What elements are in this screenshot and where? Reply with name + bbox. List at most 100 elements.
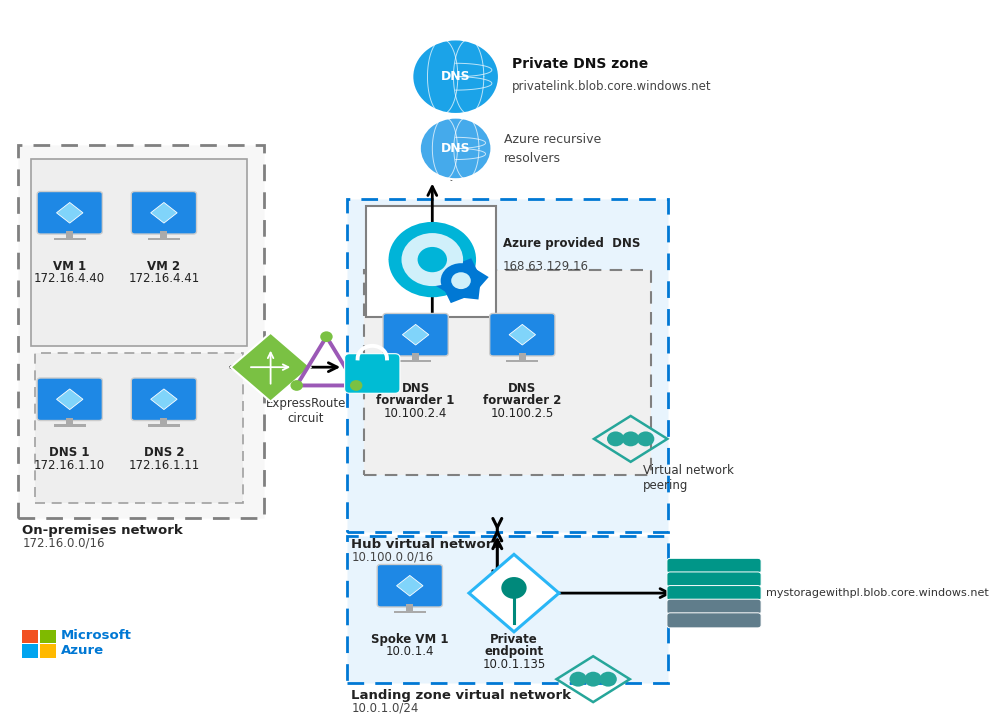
FancyBboxPatch shape [506, 360, 538, 362]
Text: 168.63.129.16: 168.63.129.16 [503, 260, 588, 274]
Circle shape [569, 672, 586, 687]
FancyBboxPatch shape [347, 536, 668, 683]
FancyBboxPatch shape [364, 270, 651, 474]
FancyBboxPatch shape [394, 611, 425, 613]
Text: 172.16.1.10: 172.16.1.10 [34, 459, 105, 472]
Polygon shape [57, 389, 83, 410]
FancyBboxPatch shape [406, 604, 413, 611]
Circle shape [440, 264, 481, 298]
FancyBboxPatch shape [366, 206, 495, 317]
Polygon shape [231, 333, 310, 402]
FancyBboxPatch shape [40, 630, 56, 643]
Polygon shape [432, 258, 488, 303]
FancyBboxPatch shape [67, 418, 74, 425]
Text: forwarder 1: forwarder 1 [376, 395, 454, 408]
FancyBboxPatch shape [67, 231, 74, 238]
FancyBboxPatch shape [400, 360, 431, 362]
Circle shape [402, 233, 462, 286]
FancyBboxPatch shape [131, 192, 197, 234]
FancyBboxPatch shape [412, 353, 418, 360]
Text: VM 2: VM 2 [147, 260, 180, 273]
Text: endpoint: endpoint [484, 645, 543, 659]
Text: DNS: DNS [440, 142, 470, 155]
Circle shape [350, 380, 362, 391]
Polygon shape [150, 202, 177, 223]
FancyBboxPatch shape [518, 353, 525, 360]
Circle shape [636, 431, 654, 446]
FancyBboxPatch shape [37, 192, 102, 234]
Text: DNS 1: DNS 1 [50, 446, 89, 459]
Circle shape [599, 672, 616, 687]
Circle shape [290, 380, 302, 391]
Text: DNS: DNS [508, 382, 536, 395]
Text: Landing zone virtual network: Landing zone virtual network [351, 688, 571, 701]
Text: Virtual network
peering: Virtual network peering [642, 464, 734, 492]
FancyBboxPatch shape [40, 644, 56, 657]
Polygon shape [402, 325, 428, 345]
Polygon shape [150, 389, 177, 410]
FancyBboxPatch shape [22, 644, 38, 657]
FancyBboxPatch shape [18, 145, 263, 518]
Polygon shape [388, 222, 475, 297]
FancyBboxPatch shape [148, 425, 180, 427]
Text: On-premises network: On-premises network [22, 523, 183, 536]
Circle shape [419, 117, 491, 179]
FancyBboxPatch shape [666, 558, 760, 573]
Polygon shape [57, 202, 83, 223]
Circle shape [501, 577, 526, 599]
Text: 10.0.1.135: 10.0.1.135 [482, 658, 545, 671]
Circle shape [450, 272, 470, 289]
FancyBboxPatch shape [489, 313, 555, 356]
Text: VM 1: VM 1 [53, 260, 86, 273]
Text: DNS 2: DNS 2 [143, 446, 184, 459]
Text: 10.0.1.4: 10.0.1.4 [385, 645, 433, 659]
Circle shape [417, 247, 446, 272]
FancyBboxPatch shape [54, 425, 85, 427]
FancyBboxPatch shape [666, 572, 760, 587]
FancyBboxPatch shape [131, 378, 197, 420]
Text: Spoke VM 1: Spoke VM 1 [371, 633, 448, 646]
Circle shape [412, 40, 498, 114]
Text: Private DNS zone: Private DNS zone [512, 57, 648, 71]
FancyBboxPatch shape [344, 354, 400, 393]
FancyBboxPatch shape [54, 238, 85, 240]
FancyBboxPatch shape [35, 353, 243, 503]
Text: 10.100.0.0/16: 10.100.0.0/16 [351, 551, 433, 564]
Text: 10.100.2.4: 10.100.2.4 [384, 408, 447, 420]
FancyBboxPatch shape [383, 313, 448, 356]
Polygon shape [397, 575, 422, 596]
Text: mystoragewithpl.blob.core.windows.net: mystoragewithpl.blob.core.windows.net [765, 588, 987, 598]
Text: 10.0.1.0/24: 10.0.1.0/24 [351, 701, 418, 714]
FancyBboxPatch shape [666, 585, 760, 600]
Circle shape [402, 233, 462, 286]
Polygon shape [509, 325, 535, 345]
FancyBboxPatch shape [666, 613, 760, 628]
Text: 10.100.2.5: 10.100.2.5 [490, 408, 554, 420]
Text: 172.16.0.0/16: 172.16.0.0/16 [22, 536, 104, 549]
Circle shape [583, 672, 601, 687]
Text: Private: Private [490, 633, 538, 646]
FancyBboxPatch shape [148, 238, 180, 240]
Text: privatelink.blob.core.windows.net: privatelink.blob.core.windows.net [512, 80, 712, 93]
FancyBboxPatch shape [31, 159, 248, 346]
Text: Microsoft
Azure: Microsoft Azure [61, 629, 131, 657]
Text: 172.16.4.41: 172.16.4.41 [128, 272, 200, 286]
Circle shape [388, 222, 475, 297]
FancyBboxPatch shape [666, 599, 760, 614]
Circle shape [606, 431, 623, 446]
FancyBboxPatch shape [347, 199, 668, 532]
Text: DNS: DNS [440, 70, 470, 84]
Text: 172.16.4.40: 172.16.4.40 [34, 272, 105, 286]
FancyBboxPatch shape [160, 231, 167, 238]
Text: resolvers: resolvers [504, 152, 561, 165]
Circle shape [320, 331, 332, 342]
FancyBboxPatch shape [377, 564, 442, 607]
Text: ExpressRoute
circuit: ExpressRoute circuit [265, 397, 346, 426]
Text: DNS: DNS [402, 382, 429, 395]
Polygon shape [468, 554, 559, 632]
FancyBboxPatch shape [22, 630, 38, 643]
Text: Azure provided  DNS: Azure provided DNS [503, 238, 640, 251]
FancyBboxPatch shape [37, 378, 102, 420]
Text: 172.16.1.11: 172.16.1.11 [128, 459, 200, 472]
Text: Hub virtual network: Hub virtual network [351, 538, 501, 551]
